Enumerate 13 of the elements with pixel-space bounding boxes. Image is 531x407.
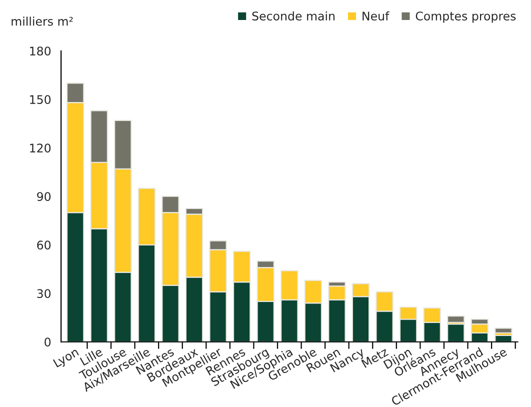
y-tick-label: 0: [44, 338, 51, 347]
y-axis-title: milliers m²: [12, 16, 73, 26]
y-tick-label: 30: [37, 289, 51, 298]
y-tick-label: 120: [30, 144, 51, 153]
legend-label: Seconde main: [252, 11, 334, 20]
y-tick-label: 60: [37, 240, 51, 250]
y-tick-label: 150: [30, 95, 51, 104]
y-tick-label: 180: [30, 46, 51, 56]
x-tick-label: Lyon: [52, 347, 80, 370]
legend-label: Comptes propres: [416, 12, 516, 23]
y-tick-label: 90: [37, 192, 51, 202]
bar: [494, 328, 512, 334]
legend-label: Neuf: [362, 11, 390, 20]
